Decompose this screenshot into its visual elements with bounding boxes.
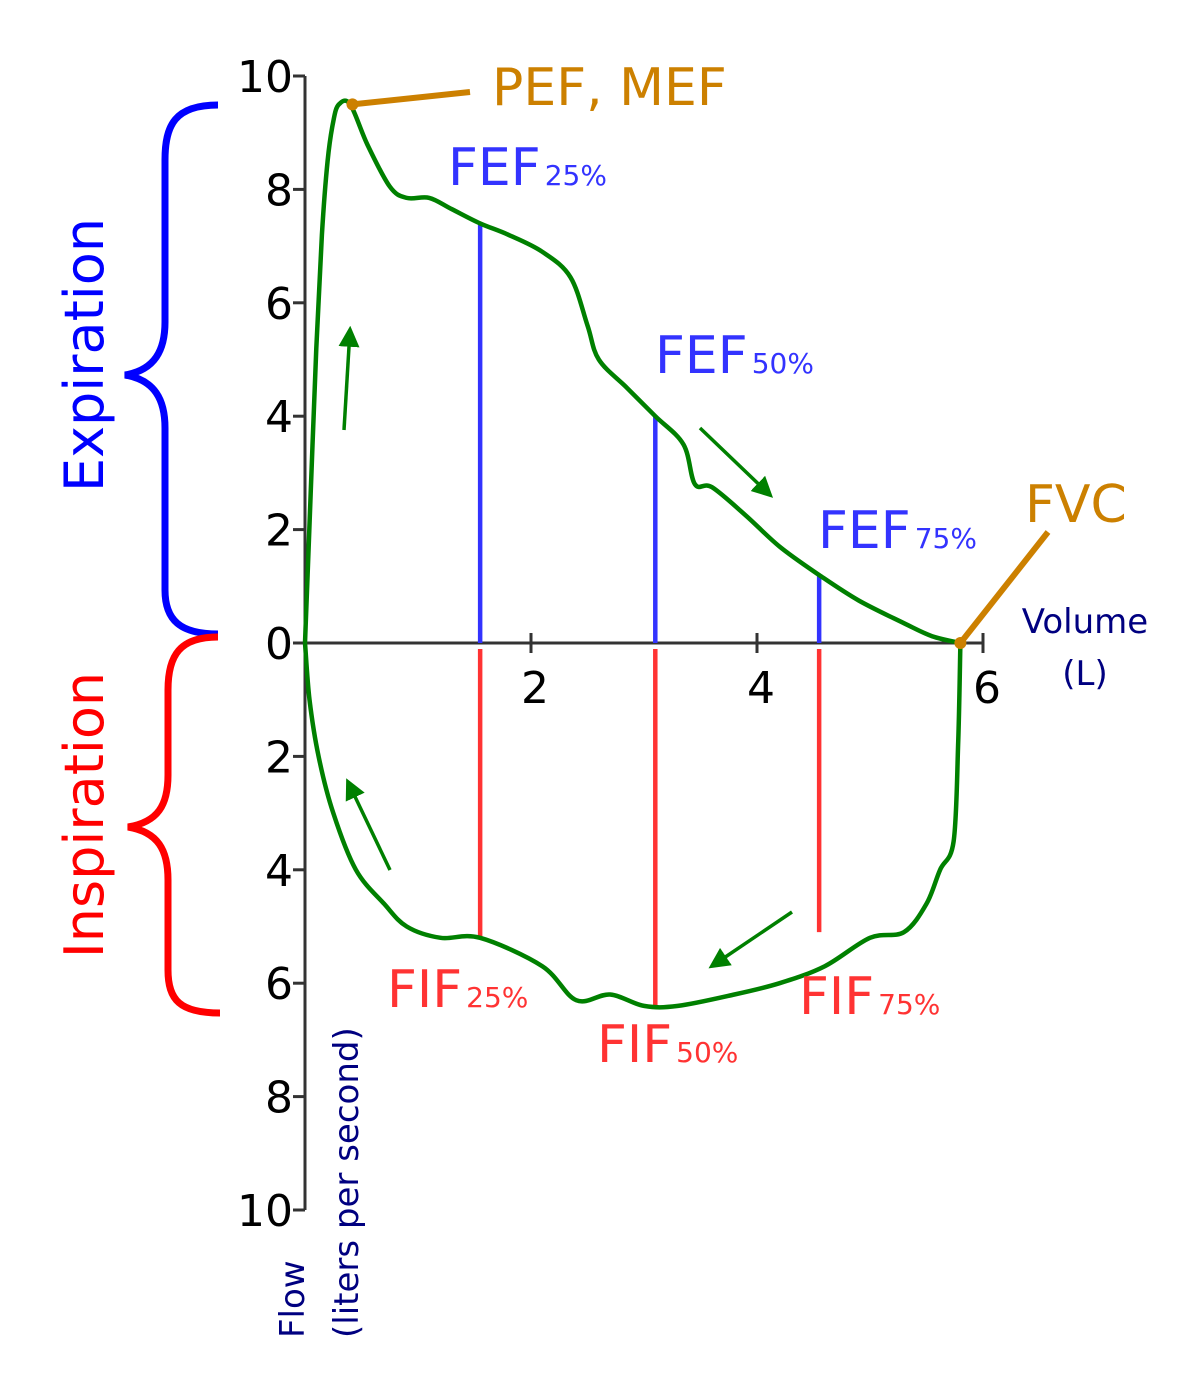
- direction-arrows: [338, 325, 793, 969]
- inspiration-label: Inspiration: [53, 672, 116, 958]
- arrow-up-left-inspiration: [345, 778, 392, 871]
- x-tick-label: 4: [747, 663, 775, 714]
- fif-label-base: FIF: [597, 1015, 672, 1075]
- x-tick-label: 6: [973, 663, 1001, 714]
- fif-label: FIF 25%: [387, 960, 528, 1020]
- y-tick-label: 8: [265, 165, 293, 216]
- fef-label-sub: 25%: [545, 159, 607, 192]
- marker-labels: FEF 25%FEF 50%FEF 75%FIF 25%FIF 50%FIF 75%: [387, 138, 977, 1075]
- expiration-curve: [302, 98, 961, 646]
- fef-label-base: FEF: [818, 501, 911, 561]
- y-tick-label: 4: [265, 392, 293, 443]
- fif-label-base: FIF: [799, 967, 874, 1027]
- fef-label: FEF 25%: [448, 138, 607, 198]
- peak-annotation: PEF, MEF: [346, 58, 727, 118]
- inspiration-brace: [127, 633, 221, 1017]
- x-axis-unit: (L): [1062, 654, 1107, 694]
- y-axis-label: Flow: [273, 1260, 313, 1338]
- fif-label-sub: 75%: [878, 988, 940, 1021]
- fif-label: FIF 75%: [799, 967, 940, 1027]
- y-tick-label: 0: [265, 619, 293, 670]
- arrow-up-expiration: [338, 325, 360, 431]
- fef-label-base: FEF: [655, 326, 748, 386]
- peak-point: [346, 98, 359, 111]
- fvc-label: FVC: [1025, 475, 1127, 535]
- y-tick-label: 8: [265, 1073, 293, 1124]
- fef-label-base: FEF: [448, 138, 541, 198]
- peak-label: PEF, MEF: [492, 58, 727, 118]
- fvc-annotation: FVC: [954, 475, 1127, 649]
- y-tick-label: 2: [265, 732, 293, 783]
- fef-label-sub: 50%: [752, 347, 814, 380]
- x-ticks: 2 4 6: [521, 633, 1001, 714]
- inspiration-curve: [302, 642, 963, 1010]
- fif-label-sub: 25%: [466, 981, 528, 1014]
- x-axis-title: Volume (L): [1022, 602, 1148, 694]
- fef-label: FEF 50%: [655, 326, 814, 386]
- x-axis-label: Volume: [1022, 602, 1148, 642]
- y-tick-label: 10: [237, 1186, 293, 1237]
- fvc-point: [954, 637, 967, 649]
- fif-label-sub: 50%: [676, 1036, 738, 1069]
- expiration-brace: [124, 101, 219, 638]
- peak-leader-line: [352, 89, 471, 108]
- arrow-left-inspiration: [708, 910, 793, 969]
- expiration-label: Expiration: [53, 218, 116, 492]
- y-ticks: 10 8 6 4 2 0 2 4 6 8 10: [237, 52, 305, 1237]
- fef-label: FEF 75%: [818, 501, 977, 561]
- y-tick-label: 2: [265, 506, 293, 557]
- y-tick-label: 6: [265, 279, 293, 330]
- y-tick-label: 4: [265, 846, 293, 897]
- y-tick-label: 6: [265, 959, 293, 1010]
- marker-lines: [477, 223, 822, 1006]
- y-axis-title: Flow (liters per second): [273, 1027, 367, 1338]
- arrow-down-right-expiration: [698, 426, 774, 498]
- fif-label-base: FIF: [387, 960, 462, 1020]
- x-tick-label: 2: [521, 663, 549, 714]
- y-tick-label: 10: [237, 52, 293, 103]
- fvc-leader-line: [958, 530, 1051, 645]
- fif-label: FIF 50%: [597, 1015, 738, 1075]
- y-axis-unit: (liters per second): [327, 1027, 367, 1338]
- fef-label-sub: 75%: [915, 522, 977, 555]
